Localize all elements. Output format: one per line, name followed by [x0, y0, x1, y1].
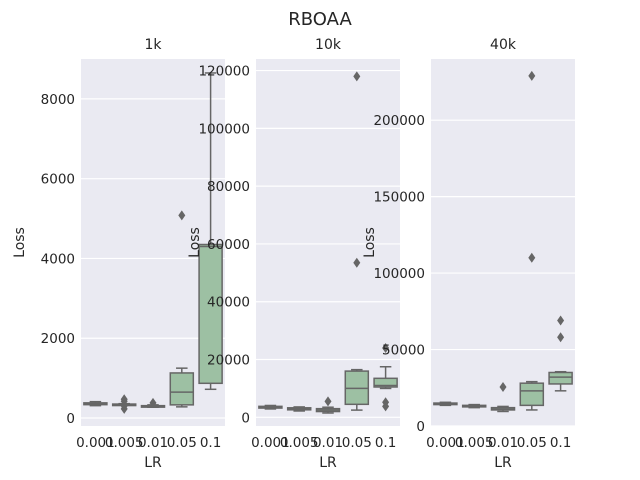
box-body: [373, 377, 398, 388]
box-body: [548, 371, 573, 385]
y-tick-label: 60000: [207, 237, 250, 253]
x-axis-label: LR: [144, 455, 162, 471]
y-axis-label: Loss: [362, 227, 378, 258]
figure-title: RBOAA: [288, 9, 352, 30]
outlier-point: [382, 397, 390, 408]
outlier-point: [353, 71, 361, 82]
y-tick-label: 40000: [207, 295, 250, 311]
x-tick-label: 0.01: [488, 435, 518, 451]
box-0.001: [433, 401, 458, 407]
outlier-point: [528, 70, 536, 81]
outlier-point: [528, 252, 536, 263]
box-0.1: [548, 315, 573, 392]
outlier-point: [353, 257, 361, 268]
x-tick-label: 0.005: [455, 435, 494, 451]
y-tick-label: 0: [66, 411, 75, 427]
outlier-point: [149, 397, 157, 408]
box-0.001: [258, 404, 283, 410]
x-tick-label: 0.1: [375, 435, 396, 451]
y-tick-label: 150000: [373, 190, 425, 206]
box-0.1: [198, 72, 223, 391]
box-0.01: [490, 382, 516, 413]
y-tick-label: 100000: [373, 266, 425, 282]
box-0.05: [169, 210, 195, 408]
x-axis-label: LR: [494, 455, 512, 471]
y-tick-label: 8000: [41, 92, 75, 108]
y-tick-label: 100000: [198, 121, 250, 137]
subplot-title: 1k: [144, 37, 162, 53]
box-body: [519, 382, 545, 407]
y-axis-label: Loss: [187, 227, 203, 258]
outlier-point: [557, 315, 565, 326]
x-tick-label: 0.001: [426, 435, 465, 451]
x-tick-label: 0.1: [550, 435, 571, 451]
y-tick-label: 0: [416, 419, 425, 435]
x-tick-label: 0.01: [138, 435, 168, 451]
x-tick-label: 0.001: [251, 435, 290, 451]
box-0.1: [373, 342, 398, 412]
box-body: [169, 372, 195, 406]
box-0.05: [344, 71, 370, 411]
box-0.005: [111, 394, 137, 414]
y-axis-label: Loss: [12, 227, 28, 258]
y-tick-label: 120000: [198, 64, 250, 80]
x-tick-label: 0.05: [517, 435, 547, 451]
y-tick-label: 20000: [207, 353, 250, 369]
box-0.05: [519, 70, 545, 411]
outlier-point: [499, 382, 507, 393]
x-tick-label: 0.005: [105, 435, 144, 451]
y-tick-label: 2000: [41, 331, 75, 347]
box-0.001: [83, 400, 108, 407]
box-body: [198, 243, 223, 385]
outlier-point: [178, 210, 186, 221]
x-axis-label: LR: [319, 455, 337, 471]
plot-area: [431, 59, 575, 426]
y-tick-label: 80000: [207, 179, 250, 195]
y-tick-label: 6000: [41, 172, 75, 188]
outlier-point: [120, 394, 128, 405]
box-0.005: [461, 403, 487, 409]
subplot-10k: 0200004000060000800001000001200000.0010.…: [187, 37, 400, 471]
x-tick-label: 0.1: [200, 435, 221, 451]
subplot-40k: 0500001000001500002000000.0010.0050.010.…: [362, 37, 575, 471]
box-0.01: [315, 396, 341, 414]
x-tick-label: 0.05: [342, 435, 372, 451]
outlier-point: [382, 342, 390, 353]
x-tick-label: 0.05: [167, 435, 197, 451]
y-tick-label: 0: [241, 410, 250, 426]
box-0.005: [286, 406, 312, 412]
subplot-title: 40k: [490, 37, 517, 53]
outlier-point: [557, 332, 565, 343]
x-tick-label: 0.01: [313, 435, 343, 451]
y-tick-label: 200000: [373, 113, 425, 129]
box-0.01: [140, 397, 166, 409]
x-tick-label: 0.005: [280, 435, 319, 451]
plot-area: [256, 59, 400, 426]
outlier-point: [324, 396, 332, 407]
subplot-title: 10k: [315, 37, 342, 53]
y-tick-label: 50000: [382, 343, 425, 359]
x-tick-label: 0.001: [76, 435, 115, 451]
y-tick-label: 4000: [41, 251, 75, 267]
